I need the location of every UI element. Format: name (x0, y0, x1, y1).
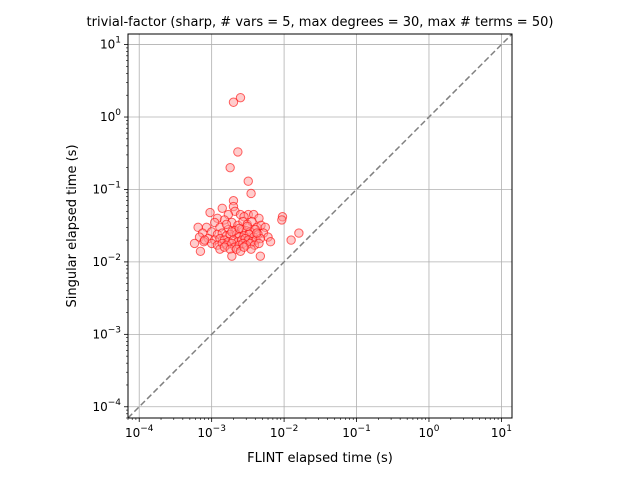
x-tick-label: 10−3 (197, 424, 226, 440)
data-points (189, 92, 304, 261)
data-point (294, 228, 304, 238)
data-point (239, 242, 249, 252)
data-point (221, 219, 232, 230)
y-axis-label: Singular elapsed time (s) (65, 144, 80, 307)
x-tick-label: 10−2 (270, 424, 299, 440)
y-tick-label: 10−1 (92, 180, 121, 196)
data-point (233, 147, 243, 157)
data-point (189, 238, 200, 249)
data-point (217, 203, 227, 213)
y-tick-label: 10−4 (92, 398, 121, 414)
data-point (254, 238, 264, 249)
data-point (265, 237, 276, 247)
x-tick-label: 10−4 (125, 424, 154, 440)
data-point (227, 227, 237, 237)
data-point (225, 162, 235, 173)
data-point (228, 97, 239, 107)
data-point (205, 207, 215, 218)
y-tick-label: 10−3 (92, 325, 121, 341)
y-tick-label: 100 (100, 108, 121, 124)
x-axis-label: FLINT elapsed time (s) (247, 451, 393, 466)
y-axis-ticks: 10−4 10−3 10−2 10−1 100 101 (92, 36, 128, 419)
chart-title: trivial-factor (sharp, # vars = 5, max d… (87, 15, 554, 30)
data-point (277, 215, 287, 225)
data-point (246, 188, 256, 199)
data-point (199, 235, 210, 245)
data-point (242, 221, 252, 232)
y-tick-label: 101 (100, 36, 121, 52)
x-tick-label: 101 (491, 424, 512, 440)
data-point (235, 92, 246, 103)
x-tick-label: 100 (418, 424, 439, 440)
reference-line (127, 33, 513, 419)
y-tick-label: 10−2 (92, 253, 121, 269)
x-tick-label: 10−1 (342, 424, 371, 440)
data-point (243, 176, 253, 186)
data-point (227, 251, 237, 261)
data-point (255, 251, 266, 261)
data-point (195, 246, 206, 257)
x-axis-ticks: 10−4 10−3 10−2 10−1 100 101 (125, 418, 512, 440)
reference-line-group (127, 33, 513, 419)
plot-frame (127, 33, 513, 419)
data-point (252, 228, 262, 238)
data-point (286, 235, 296, 245)
